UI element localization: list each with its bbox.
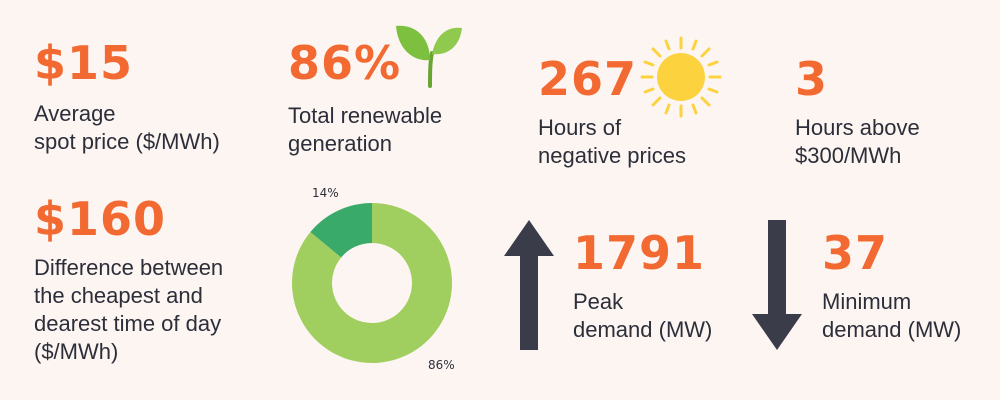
peak-demand-label: Peak demand (MW) [573, 289, 713, 342]
sun-icon [640, 36, 722, 118]
sprout-icon [396, 25, 462, 88]
renewable-label: Total renewable generation [288, 103, 443, 156]
hours-above-label: Hours above $300/MWh [795, 115, 920, 168]
price-difference-value: $160 [34, 192, 167, 246]
renewable-donut-chart [292, 203, 452, 363]
minimum-demand-value: 37 [822, 226, 889, 280]
minimum-demand-label: Minimum demand (MW) [822, 289, 962, 342]
donut-label-main: 86% [428, 358, 455, 372]
peak-demand-value: 1791 [573, 226, 706, 280]
average-price-value: $15 [34, 36, 134, 90]
renewable-value: 86% [288, 36, 402, 90]
negative-hours-value: 267 [538, 52, 638, 106]
price-difference-label: Difference between the cheapest and dear… [34, 255, 224, 364]
arrow-up-icon [504, 220, 554, 350]
negative-hours-label: Hours of negative prices [538, 115, 686, 168]
donut-label-minor: 14% [312, 186, 339, 200]
average-price-label: Average spot price ($/MWh) [34, 101, 220, 154]
donut-segment-other [310, 203, 372, 258]
arrow-down-icon [752, 220, 802, 350]
donut-segment-renewable [292, 203, 452, 363]
hours-above-value: 3 [795, 52, 829, 106]
